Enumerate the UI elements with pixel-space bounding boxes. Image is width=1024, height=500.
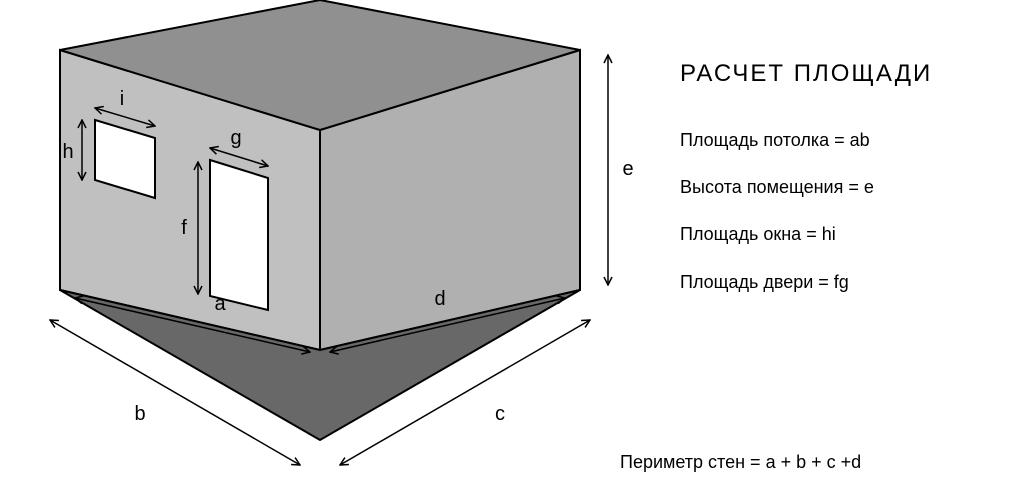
label-g: g [230, 127, 241, 149]
door-cutout [210, 160, 268, 310]
room-diagram: i h g f a d b c e [0, 0, 660, 500]
label-a: a [214, 293, 226, 315]
formulas-panel: РАСЧЕТ ПЛОЩАДИ Площадь потолка = ab Высо… [680, 60, 1020, 317]
label-i: i [120, 88, 124, 110]
label-h: h [62, 141, 73, 163]
label-d: d [434, 288, 445, 310]
title: РАСЧЕТ ПЛОЩАДИ [680, 60, 1020, 88]
label-b: b [134, 403, 145, 425]
label-e: e [622, 158, 633, 180]
label-f: f [181, 217, 187, 239]
formula-height: Высота помещения = e [680, 175, 1020, 200]
formula-door: Площадь двери = fg [680, 270, 1020, 295]
formula-window: Площадь окна = hi [680, 222, 1020, 247]
formula-ceiling: Площадь потолка = ab [680, 128, 1020, 153]
label-c: c [495, 403, 505, 425]
formula-perimeter: Периметр стен = a + b + c +d [620, 452, 861, 473]
